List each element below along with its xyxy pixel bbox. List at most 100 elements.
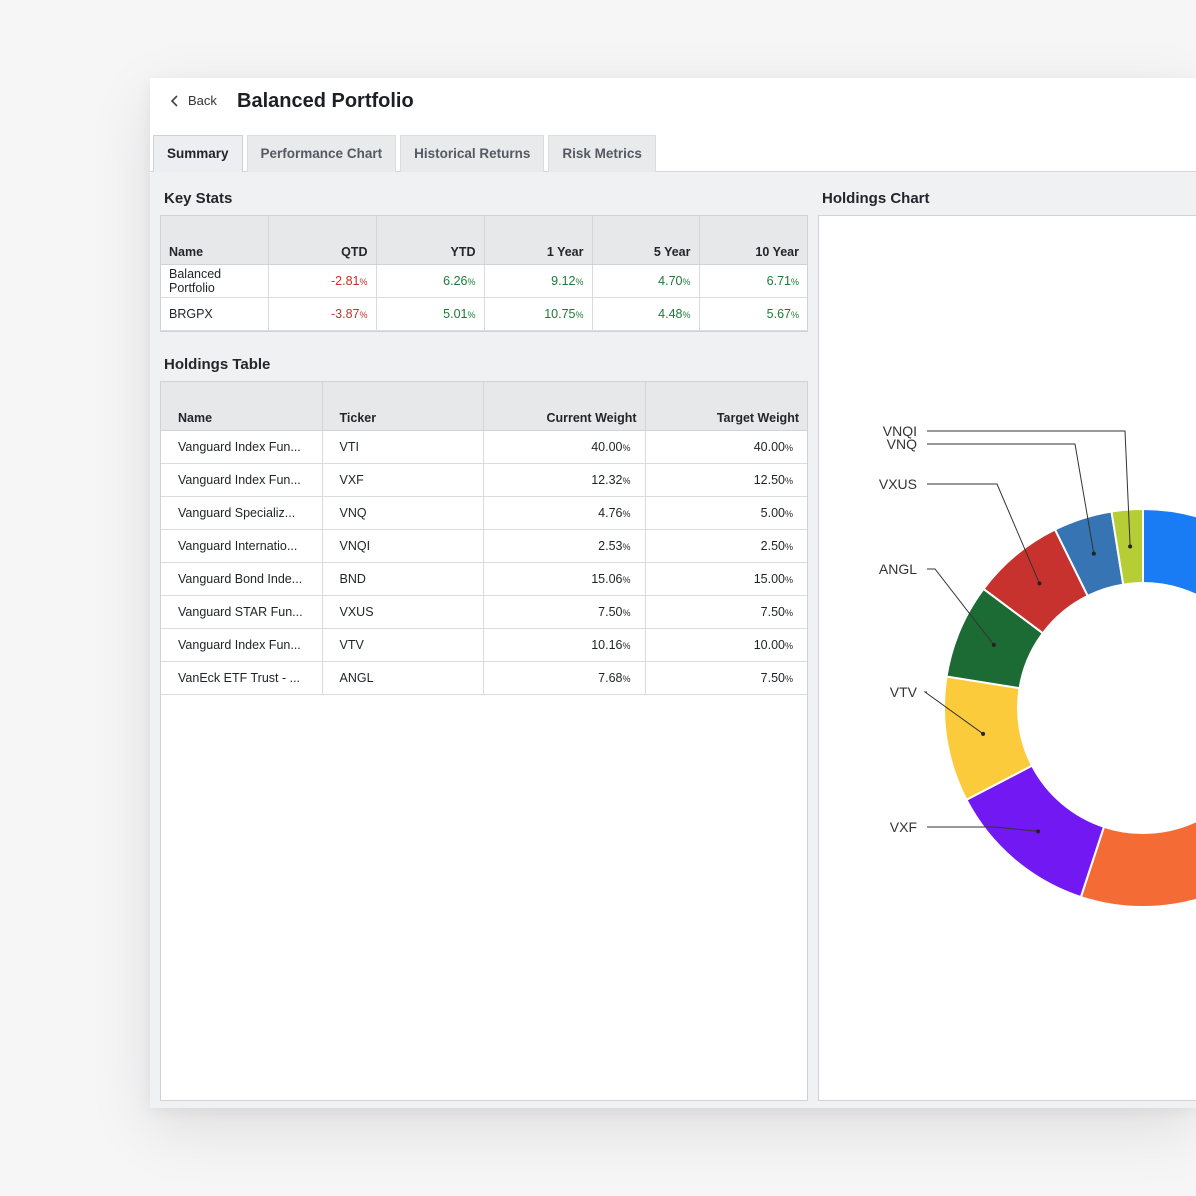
- row-name: Balanced Portfolio: [161, 264, 269, 298]
- col-header-current-weight[interactable]: Current Weight: [483, 382, 646, 431]
- col-header-ytd[interactable]: YTD: [376, 216, 485, 265]
- holding-target-weight: 7.50%: [645, 595, 807, 629]
- leader-dot-vxf: [1036, 829, 1041, 834]
- holding-ticker: ANGL: [322, 661, 484, 695]
- donut-slice-vti[interactable]: [1142, 507, 1196, 869]
- key-stats-title: Key Stats: [164, 190, 233, 207]
- stat-value: 9.12%: [484, 264, 593, 298]
- tab-bar: Summary Performance Chart Historical Ret…: [153, 135, 656, 172]
- leader-dot-vnq: [1091, 551, 1096, 556]
- leader-line-vxus: [927, 483, 1040, 584]
- tab-summary[interactable]: Summary: [153, 135, 243, 172]
- tab-historical-returns[interactable]: Historical Returns: [400, 135, 545, 172]
- slice-label-vtv: VTV: [890, 684, 918, 700]
- table-row[interactable]: Vanguard Index Fun... VTI 40.00% 40.00%: [161, 430, 807, 464]
- leader-dot-vxus: [1037, 581, 1042, 586]
- holding-target-weight: 5.00%: [645, 496, 807, 530]
- stat-value: -2.81%: [268, 264, 377, 298]
- slice-label-vxf: VXF: [890, 819, 917, 835]
- tab-performance-chart[interactable]: Performance Chart: [246, 135, 397, 172]
- key-stats-panel: Name QTD YTD 1 Year 5 Year 10 Year Balan…: [160, 215, 808, 332]
- holding-name: Vanguard Index Fun...: [161, 463, 323, 497]
- holding-target-weight: 12.50%: [645, 463, 807, 497]
- holding-current-weight: 40.00%: [483, 430, 646, 464]
- table-row[interactable]: Vanguard Internatio... VNQI 2.53% 2.50%: [161, 529, 807, 563]
- holding-current-weight: 12.32%: [483, 463, 646, 497]
- holding-target-weight: 7.50%: [645, 661, 807, 695]
- header-bar: Back Balanced Portfolio Summary Performa…: [150, 78, 1196, 172]
- page-title: Balanced Portfolio: [237, 90, 414, 112]
- col-header-target-weight[interactable]: Target Weight: [645, 382, 807, 431]
- holding-current-weight: 7.50%: [483, 595, 646, 629]
- table-row[interactable]: Vanguard Index Fun... VXF 12.32% 12.50%: [161, 463, 807, 497]
- holdings-header-row: Name Ticker Current Weight Target Weight: [161, 382, 807, 431]
- stat-value: -3.87%: [268, 297, 377, 331]
- col-header-ticker[interactable]: Ticker: [322, 382, 484, 431]
- holdings-table: Name Ticker Current Weight Target Weight…: [161, 382, 807, 695]
- holding-name: Vanguard Index Fun...: [161, 430, 323, 464]
- leader-dot-angl: [991, 642, 996, 647]
- holding-name: Vanguard Specializ...: [161, 496, 323, 530]
- leader-line-vxf: [927, 826, 1039, 832]
- holding-ticker: VNQI: [322, 529, 484, 563]
- holding-ticker: VXUS: [322, 595, 484, 629]
- holding-name: Vanguard Index Fun...: [161, 628, 323, 662]
- holding-ticker: VTV: [322, 628, 484, 662]
- col-header-name[interactable]: Name: [161, 382, 323, 431]
- holding-ticker: VNQ: [322, 496, 484, 530]
- donut-slice-vnqi[interactable]: [1110, 507, 1144, 586]
- table-row: Balanced Portfolio -2.81% 6.26% 9.12% 4.…: [161, 264, 807, 298]
- stat-value: 10.75%: [484, 297, 593, 331]
- stat-value: 4.48%: [592, 297, 700, 331]
- stat-value: 5.67%: [699, 297, 807, 331]
- holding-current-weight: 10.16%: [483, 628, 646, 662]
- table-row[interactable]: Vanguard Specializ... VNQ 4.76% 5.00%: [161, 496, 807, 530]
- holding-name: Vanguard STAR Fun...: [161, 595, 323, 629]
- slice-label-vxus: VXUS: [879, 476, 917, 492]
- holding-target-weight: 40.00%: [645, 430, 807, 464]
- col-header-name[interactable]: Name: [161, 216, 269, 265]
- slice-label-vnq: VNQ: [887, 436, 917, 452]
- table-row[interactable]: VanEck ETF Trust - ... ANGL 7.68% 7.50%: [161, 661, 807, 695]
- tab-risk-metrics[interactable]: Risk Metrics: [548, 135, 656, 172]
- holding-name: Vanguard Bond Inde...: [161, 562, 323, 596]
- col-header-1-year[interactable]: 1 Year: [484, 216, 593, 265]
- leader-dot-vtv: [981, 731, 986, 736]
- holdings-table-title: Holdings Table: [164, 356, 271, 373]
- chevron-left-icon: [170, 94, 178, 107]
- app-window: Back Balanced Portfolio Summary Performa…: [150, 78, 1196, 1108]
- holding-target-weight: 15.00%: [645, 562, 807, 596]
- key-stats-table: Name QTD YTD 1 Year 5 Year 10 Year Balan…: [161, 216, 807, 331]
- table-row[interactable]: Vanguard Index Fun... VTV 10.16% 10.00%: [161, 628, 807, 662]
- holding-name: Vanguard Internatio...: [161, 529, 323, 563]
- col-header-qtd[interactable]: QTD: [268, 216, 377, 265]
- leader-line-vtv: [923, 691, 984, 735]
- leader-dot-vnqi: [1128, 544, 1133, 549]
- holding-ticker: VXF: [322, 463, 484, 497]
- holdings-chart-panel: VNQI VNQ VXUS ANGL VTV VXF: [818, 215, 1196, 1101]
- holdings-table-panel: Name Ticker Current Weight Target Weight…: [160, 381, 808, 1101]
- col-header-5-year[interactable]: 5 Year: [592, 216, 700, 265]
- back-label: Back: [188, 93, 217, 108]
- holding-ticker: BND: [322, 562, 484, 596]
- leader-line-vnqi: [927, 430, 1131, 547]
- key-stats-header-row: Name QTD YTD 1 Year 5 Year 10 Year: [161, 216, 807, 265]
- slice-label-angl: ANGL: [879, 561, 917, 577]
- col-header-10-year[interactable]: 10 Year: [699, 216, 807, 265]
- back-button[interactable]: Back: [170, 93, 217, 108]
- holding-ticker: VTI: [322, 430, 484, 464]
- table-row: BRGPX -3.87% 5.01% 10.75% 4.48% 5.67%: [161, 297, 807, 331]
- holding-current-weight: 7.68%: [483, 661, 646, 695]
- holding-target-weight: 10.00%: [645, 628, 807, 662]
- holdings-chart-title: Holdings Chart: [822, 190, 930, 207]
- stat-value: 4.70%: [592, 264, 700, 298]
- table-row[interactable]: Vanguard STAR Fun... VXUS 7.50% 7.50%: [161, 595, 807, 629]
- slice-label-vnqi: VNQI: [883, 423, 917, 439]
- holding-current-weight: 2.53%: [483, 529, 646, 563]
- stat-value: 6.71%: [699, 264, 807, 298]
- table-row[interactable]: Vanguard Bond Inde... BND 15.06% 15.00%: [161, 562, 807, 596]
- holding-current-weight: 4.76%: [483, 496, 646, 530]
- holding-name: VanEck ETF Trust - ...: [161, 661, 323, 695]
- holding-target-weight: 2.50%: [645, 529, 807, 563]
